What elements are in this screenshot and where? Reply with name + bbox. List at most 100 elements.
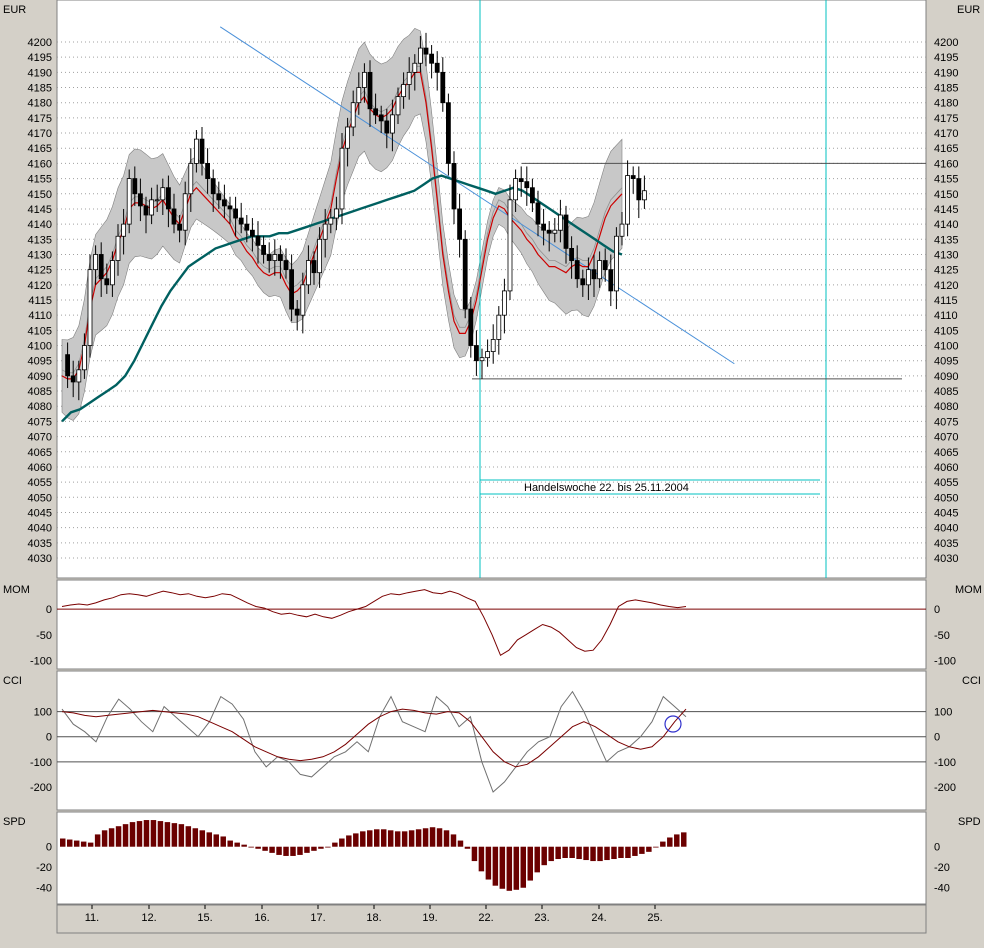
x-axis-labels: 11. 12. 15. 16. 17. 18. 19. 22. 23. 24. 25.	[85, 905, 663, 924]
spd-bar	[646, 846, 652, 852]
candle-body	[636, 178, 642, 201]
x-tick-label: 11.	[85, 912, 99, 924]
y-tick-label: 0	[46, 604, 52, 616]
spd-bar	[597, 846, 603, 862]
y-tick-label: 4170	[28, 128, 52, 140]
y-tick-label: 4145	[934, 204, 958, 216]
y-tick-label: -100	[30, 655, 52, 667]
y-tick-label: 4190	[28, 67, 52, 79]
x-tick-label: 16.	[254, 912, 269, 924]
candle-body	[558, 214, 563, 231]
y-tick-label: 0	[934, 732, 940, 744]
spd-bar	[304, 846, 310, 853]
y-tick-label: 4035	[934, 538, 958, 550]
spd-bar	[492, 846, 499, 886]
spd-bar	[213, 834, 219, 847]
spd-bar	[534, 846, 540, 873]
spd-bar	[499, 846, 506, 889]
candle-body	[177, 223, 183, 231]
y-tick-label: 4160	[934, 158, 958, 170]
candle-body	[479, 357, 485, 362]
y-tick-label: 4070	[28, 432, 52, 444]
y-tick-label: 4100	[934, 341, 958, 353]
spd-bar	[618, 846, 624, 858]
candle-body	[76, 369, 82, 383]
spd-bar	[66, 839, 73, 847]
y-tick-label: 4040	[934, 523, 958, 535]
spd-bar	[625, 846, 631, 858]
spd-bar	[408, 830, 415, 847]
candle-body	[591, 269, 597, 280]
spd-bar	[450, 834, 457, 847]
candle-body	[513, 178, 518, 201]
candle-body	[328, 217, 334, 225]
y-tick-label: 4100	[28, 341, 52, 353]
x-tick-label: 19.	[422, 912, 437, 924]
y-tick-label: 4055	[28, 477, 52, 489]
spd-bar	[283, 846, 289, 856]
spd-bar	[471, 846, 478, 862]
candles	[65, 32, 647, 401]
candle-body	[272, 254, 278, 261]
mom-label-left: MOM	[3, 584, 30, 596]
spd-bar	[136, 821, 143, 847]
spd-bar	[108, 828, 115, 847]
spd-bar	[220, 836, 226, 847]
spd-bar	[318, 846, 324, 849]
spd-bar	[569, 846, 575, 858]
spd-bar	[541, 846, 547, 866]
spd-bar	[353, 833, 359, 847]
candle-body	[65, 354, 70, 377]
spd-label-right: SPD	[958, 816, 981, 828]
y-tick-label: -100	[934, 757, 956, 769]
spd-bar	[576, 846, 582, 860]
spd-label-left: SPD	[3, 816, 26, 828]
spd-bar	[192, 828, 199, 847]
candle-body	[642, 190, 647, 201]
spd-bar	[164, 822, 171, 847]
spd-bar	[478, 846, 485, 872]
y-tick-label: 100	[934, 707, 952, 719]
spd-bar	[241, 844, 247, 847]
spd-bar	[660, 841, 666, 847]
candle-body	[82, 345, 87, 371]
spd-bar	[94, 834, 101, 847]
spd-bar	[590, 846, 596, 862]
candle-body	[149, 199, 155, 216]
y-tick-label: 4115	[28, 295, 52, 307]
candle-body	[126, 178, 132, 225]
y-tick-label: 4130	[28, 249, 52, 261]
spd-bar	[548, 846, 554, 862]
y-tick-label: 4150	[28, 189, 52, 201]
candle-body	[518, 178, 524, 183]
candle-body	[289, 269, 295, 310]
trend-line	[219, 26, 735, 365]
candle-body	[378, 114, 384, 122]
y-tick-label: 4155	[934, 174, 958, 186]
spd-bar	[667, 837, 673, 847]
candle-body	[87, 269, 93, 346]
y-tick-label: 0	[46, 842, 52, 854]
candle-body	[322, 223, 328, 240]
price-panel	[56, 0, 927, 579]
y-tick-label: -100	[934, 655, 956, 667]
candle-body	[104, 278, 110, 286]
y-tick-label: 4185	[934, 83, 958, 95]
candle-body	[563, 214, 569, 249]
spd-bar	[80, 841, 87, 847]
spd-bar	[513, 846, 520, 890]
candle-body	[283, 260, 289, 271]
y-tick-label: 4090	[934, 371, 958, 383]
candle-body	[406, 71, 412, 85]
y-tick-label: 4200	[934, 37, 958, 49]
cci-marker	[664, 715, 682, 733]
candle-body	[614, 235, 619, 292]
y-tick-label: 4180	[934, 98, 958, 110]
spd-bar	[443, 830, 450, 847]
y-tick-label: 4120	[934, 280, 958, 292]
y-tick-label: -40	[934, 883, 950, 895]
candle-body	[333, 208, 339, 219]
y-tick-label: 4200	[28, 37, 52, 49]
y-tick-label: 4185	[28, 83, 52, 95]
